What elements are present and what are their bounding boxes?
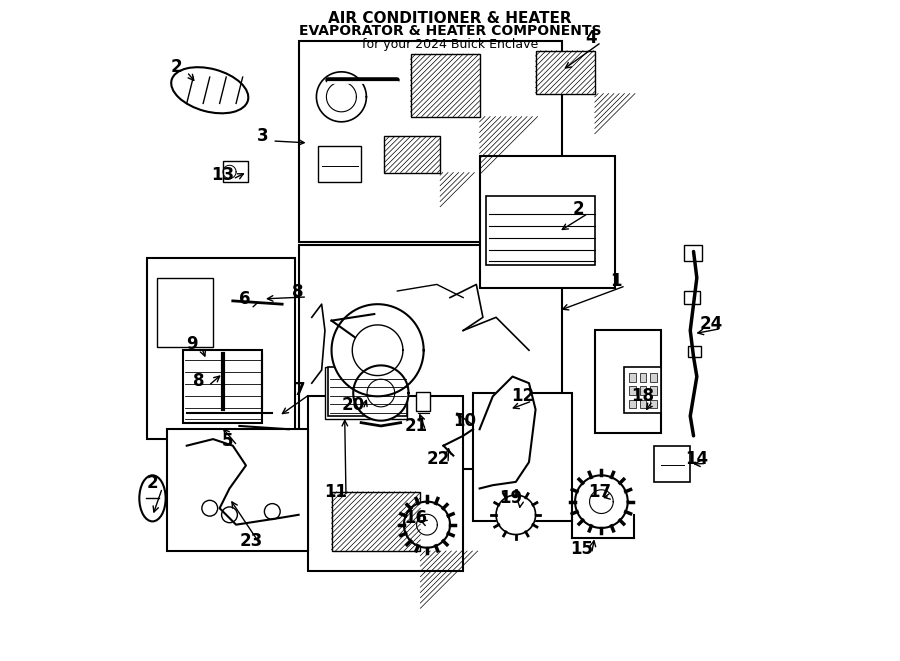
Bar [416,393,430,410]
Bar [625,367,661,412]
Bar [654,446,690,482]
Text: 10: 10 [453,412,476,430]
Bar [684,291,700,304]
Text: 2: 2 [147,474,158,492]
Bar [629,400,635,408]
Polygon shape [331,304,424,397]
Bar [640,373,646,382]
Bar [650,387,657,395]
Bar [184,350,263,422]
Bar [486,196,595,264]
Text: 7: 7 [294,381,306,399]
Text: 23: 23 [239,532,263,550]
Bar [331,492,420,551]
Bar [309,397,464,570]
Bar [640,387,646,395]
Bar [473,393,572,522]
Bar [167,429,309,551]
Bar [640,400,646,408]
Bar [650,373,657,382]
Text: 24: 24 [699,315,723,333]
Bar [299,41,562,242]
Bar [299,245,562,469]
Bar [410,54,480,116]
Bar [688,346,701,357]
Polygon shape [575,475,627,528]
Text: 2: 2 [171,58,183,76]
Text: 11: 11 [325,483,347,501]
Bar [650,400,657,408]
Ellipse shape [140,475,166,522]
Polygon shape [480,377,536,488]
Ellipse shape [171,67,248,113]
Text: 4: 4 [586,28,598,46]
Text: 8: 8 [193,372,204,390]
Text: 16: 16 [404,509,428,527]
Text: AIR CONDITIONER & HEATER: AIR CONDITIONER & HEATER [328,11,572,26]
Text: 13: 13 [212,165,235,184]
Text: 8: 8 [292,284,303,301]
Text: 21: 21 [404,417,428,435]
Bar [384,136,440,173]
Text: 5: 5 [221,432,233,450]
Text: 6: 6 [238,290,250,308]
Text: 20: 20 [342,396,364,414]
Bar [158,278,213,347]
Text: 12: 12 [511,387,534,405]
Text: 3: 3 [256,128,268,145]
Text: 19: 19 [499,489,522,508]
Bar [325,367,407,419]
Polygon shape [404,502,450,548]
Text: 15: 15 [570,540,593,558]
Bar [319,146,361,182]
Bar [148,258,295,439]
Text: 2: 2 [572,200,584,217]
Bar [536,51,595,94]
Bar [629,387,635,395]
Text: 17: 17 [589,483,612,501]
Text: for your 2024 Buick Enclave: for your 2024 Buick Enclave [362,38,538,51]
Text: 22: 22 [427,450,450,468]
Bar [223,161,248,182]
Text: 18: 18 [632,387,654,405]
Text: EVAPORATOR & HEATER COMPONENTS: EVAPORATOR & HEATER COMPONENTS [299,24,601,38]
Bar [328,367,407,416]
Bar [595,330,661,432]
Bar [480,156,615,288]
Polygon shape [354,366,409,420]
Bar [629,373,635,382]
Text: 1: 1 [610,272,622,290]
Polygon shape [496,495,536,535]
Text: 14: 14 [685,450,708,468]
Bar [684,245,702,261]
Text: 9: 9 [186,334,198,353]
